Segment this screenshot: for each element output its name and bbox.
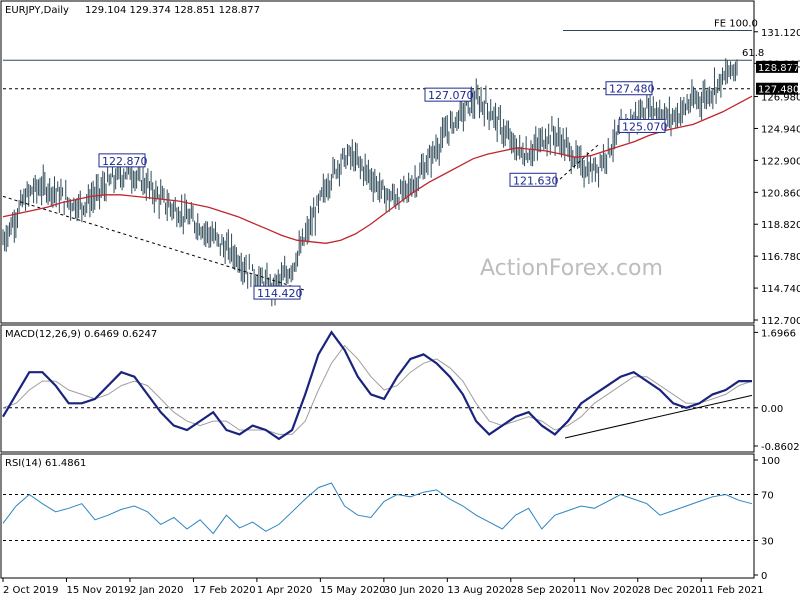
price-annotation-box: [618, 118, 666, 133]
price-tick-label: 118.820: [761, 220, 800, 231]
price-annotation-label: 127.070: [428, 89, 474, 102]
macd-tick-label: 1.6966: [761, 328, 796, 339]
macd-panel-frame: [0, 324, 755, 453]
rsi-tick-label: 30: [761, 537, 774, 548]
price-tick-label: 112.700: [761, 316, 800, 327]
x-tick-label: 28 Dec 2020: [638, 585, 702, 596]
rsi-tick-label: 100: [761, 456, 780, 467]
price-title: EURJPY,Daily: [5, 5, 69, 16]
price-annotation-box: [424, 87, 472, 102]
macd-signal-line: [2, 344, 753, 435]
macd-tick-label: 0.00: [761, 404, 783, 415]
x-tick-label: 11 Nov 2020: [574, 585, 638, 596]
macd-tick-label: -0.8602: [761, 442, 800, 453]
macd-layer: [2, 330, 753, 441]
price-panel-frame: [0, 0, 755, 324]
x-tick-label: 2 Oct 2019: [3, 585, 58, 596]
price-annotation-box: [509, 172, 557, 187]
rsi-layer: [2, 482, 753, 541]
price-annotation-box: [98, 153, 146, 168]
price-annotation-label: 125.070: [622, 120, 668, 133]
rsi-line: [2, 482, 753, 535]
downtrend-line: [2, 195, 306, 291]
x-tick-label: 11 Feb 2021: [701, 585, 763, 596]
price-tick-label: 131.120: [761, 28, 800, 39]
fib-level-label: FE 100.0: [714, 19, 758, 30]
macd-title: MACD(12,26,9) 0.6469 0.6247: [5, 329, 157, 340]
price-annotation-box: [253, 285, 301, 300]
price-tick-label: 122.900: [761, 156, 800, 167]
x-tick-label: 1 Apr 2020: [257, 585, 312, 596]
price-tick-label: 129.100: [761, 59, 800, 70]
rsi-panel-frame: [0, 453, 755, 579]
price-tag-label: 128.877: [758, 63, 799, 74]
x-tick-label: 13 Aug 2020: [447, 585, 511, 596]
price-annotation-box: [605, 81, 653, 96]
watermark: ActionForex.com: [480, 256, 663, 281]
rsi-tick-label: 70: [761, 491, 774, 502]
macd-macd-line: [2, 330, 752, 441]
price-tag-label: 127.480: [758, 85, 799, 96]
price-annotation-label: 122.870: [102, 155, 148, 168]
x-tick-label: 15 Nov 2019: [66, 585, 130, 596]
fib-level-label: 61.8: [742, 48, 764, 59]
price-tick-label: 116.780: [761, 252, 800, 263]
price-tag-box: [756, 60, 798, 73]
rsi-title: RSI(14) 61.4861: [5, 458, 86, 469]
axis-layer: 131.120 129.100 126.980 124.940 122.900 120.8…: [2, 28, 800, 596]
ohlc-header: 129.104 129.374 128.851 128.877: [85, 5, 260, 16]
price-annotation-label: 127.480: [609, 83, 655, 96]
price-tick-label: 114.740: [761, 284, 800, 295]
x-tick-label: 15 May 2020: [320, 585, 385, 596]
x-tick-label: 2 Jan 2020: [130, 585, 184, 596]
rsi-tick-label: 0: [761, 571, 767, 582]
price-tick-label: 126.980: [761, 93, 800, 104]
macd-trendline: [564, 394, 753, 439]
price-annotation-label: 121.630: [513, 174, 559, 187]
price-layer: FE 100.0 61.8 122.870 127.070 127.480 114.420…: [2, 19, 799, 307]
price-tick-label: 120.860: [761, 188, 800, 199]
price-tag-box: [756, 82, 798, 95]
uptrend-line: [559, 142, 601, 180]
ema-line: [2, 95, 753, 244]
price-tick-label: 124.940: [761, 124, 800, 135]
x-tick-label: 17 Feb 2020: [193, 585, 255, 596]
price-annotation-label: 114.420: [257, 287, 303, 300]
x-tick-label: 28 Sep 2020: [511, 585, 574, 596]
x-tick-label: 30 Jun 2020: [384, 585, 444, 596]
